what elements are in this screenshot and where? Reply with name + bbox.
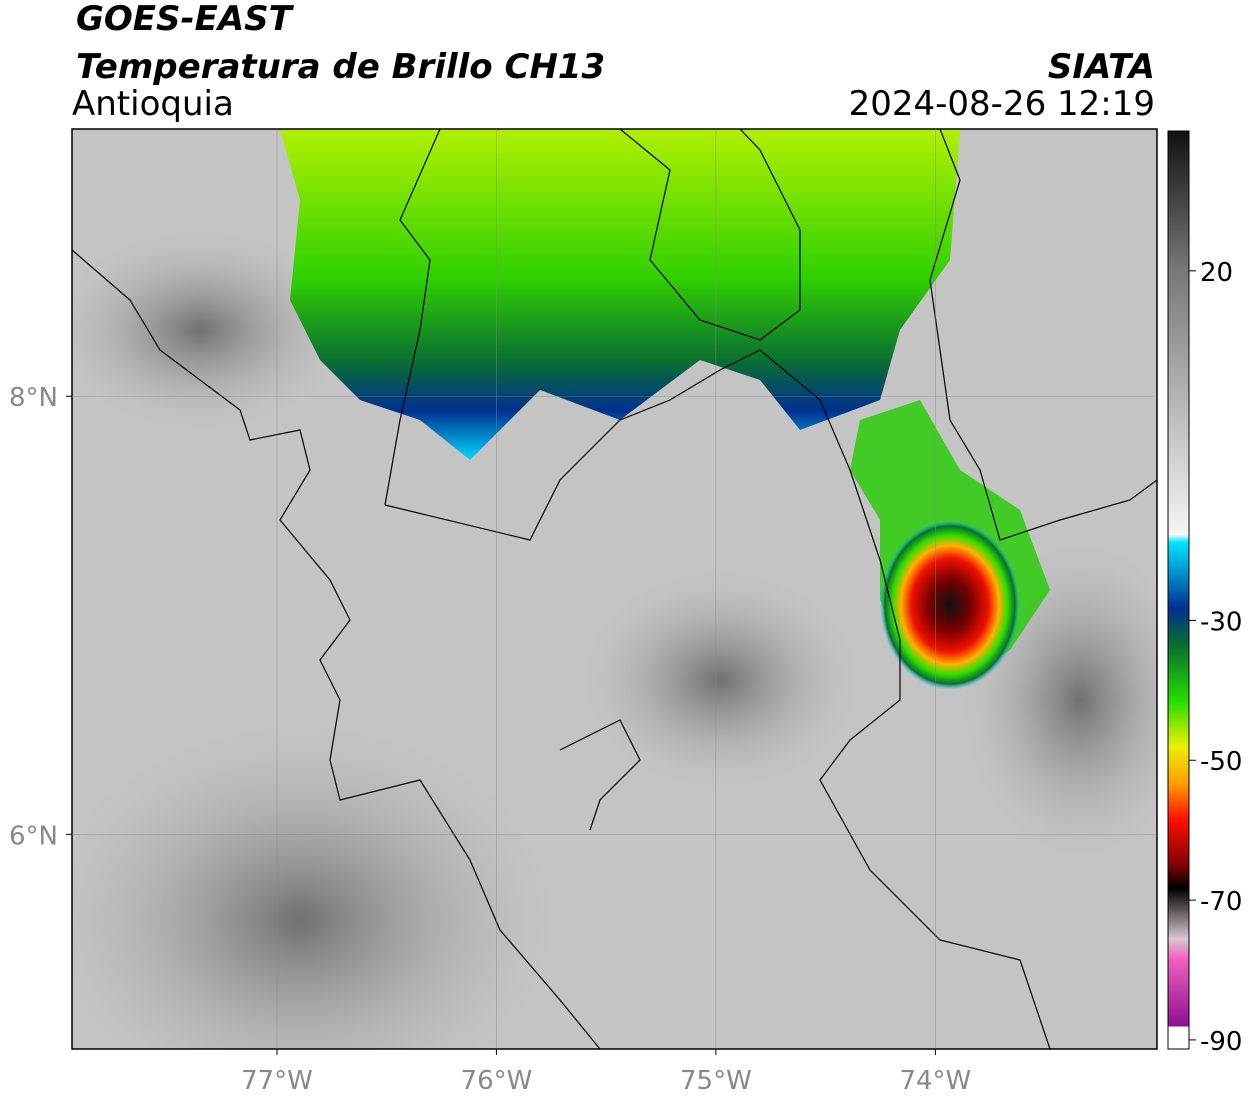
colorbar-tick-label: -90 [1200, 1027, 1242, 1057]
title-source: GOES-EAST [76, 0, 295, 39]
title-product: Temperatura de Brillo CH13 [76, 47, 605, 87]
y-tick-label: 8°N [9, 383, 58, 413]
x-tick-label: 76°W [461, 1066, 533, 1096]
x-tick-label: 77°W [241, 1066, 313, 1096]
boundaries [71, 128, 1158, 1050]
region: Antioquia [72, 84, 234, 124]
colorbar-tick-label: -30 [1200, 607, 1242, 637]
colorbar [1167, 130, 1190, 1050]
x-tick-label: 75°W [680, 1066, 752, 1096]
map-frame [71, 128, 1158, 1050]
x-tick-label: 74°W [899, 1066, 971, 1096]
datetime: 2024-08-26 12:19 [849, 84, 1155, 124]
imagery [72, 129, 1157, 1049]
colorbar-tick-label: -70 [1200, 887, 1242, 917]
agency: SIATA [1048, 47, 1155, 87]
colorbar-tick-label: -50 [1200, 747, 1242, 777]
colorbar-tick-label: 20 [1200, 258, 1233, 288]
y-tick-label: 6°N [9, 821, 58, 851]
